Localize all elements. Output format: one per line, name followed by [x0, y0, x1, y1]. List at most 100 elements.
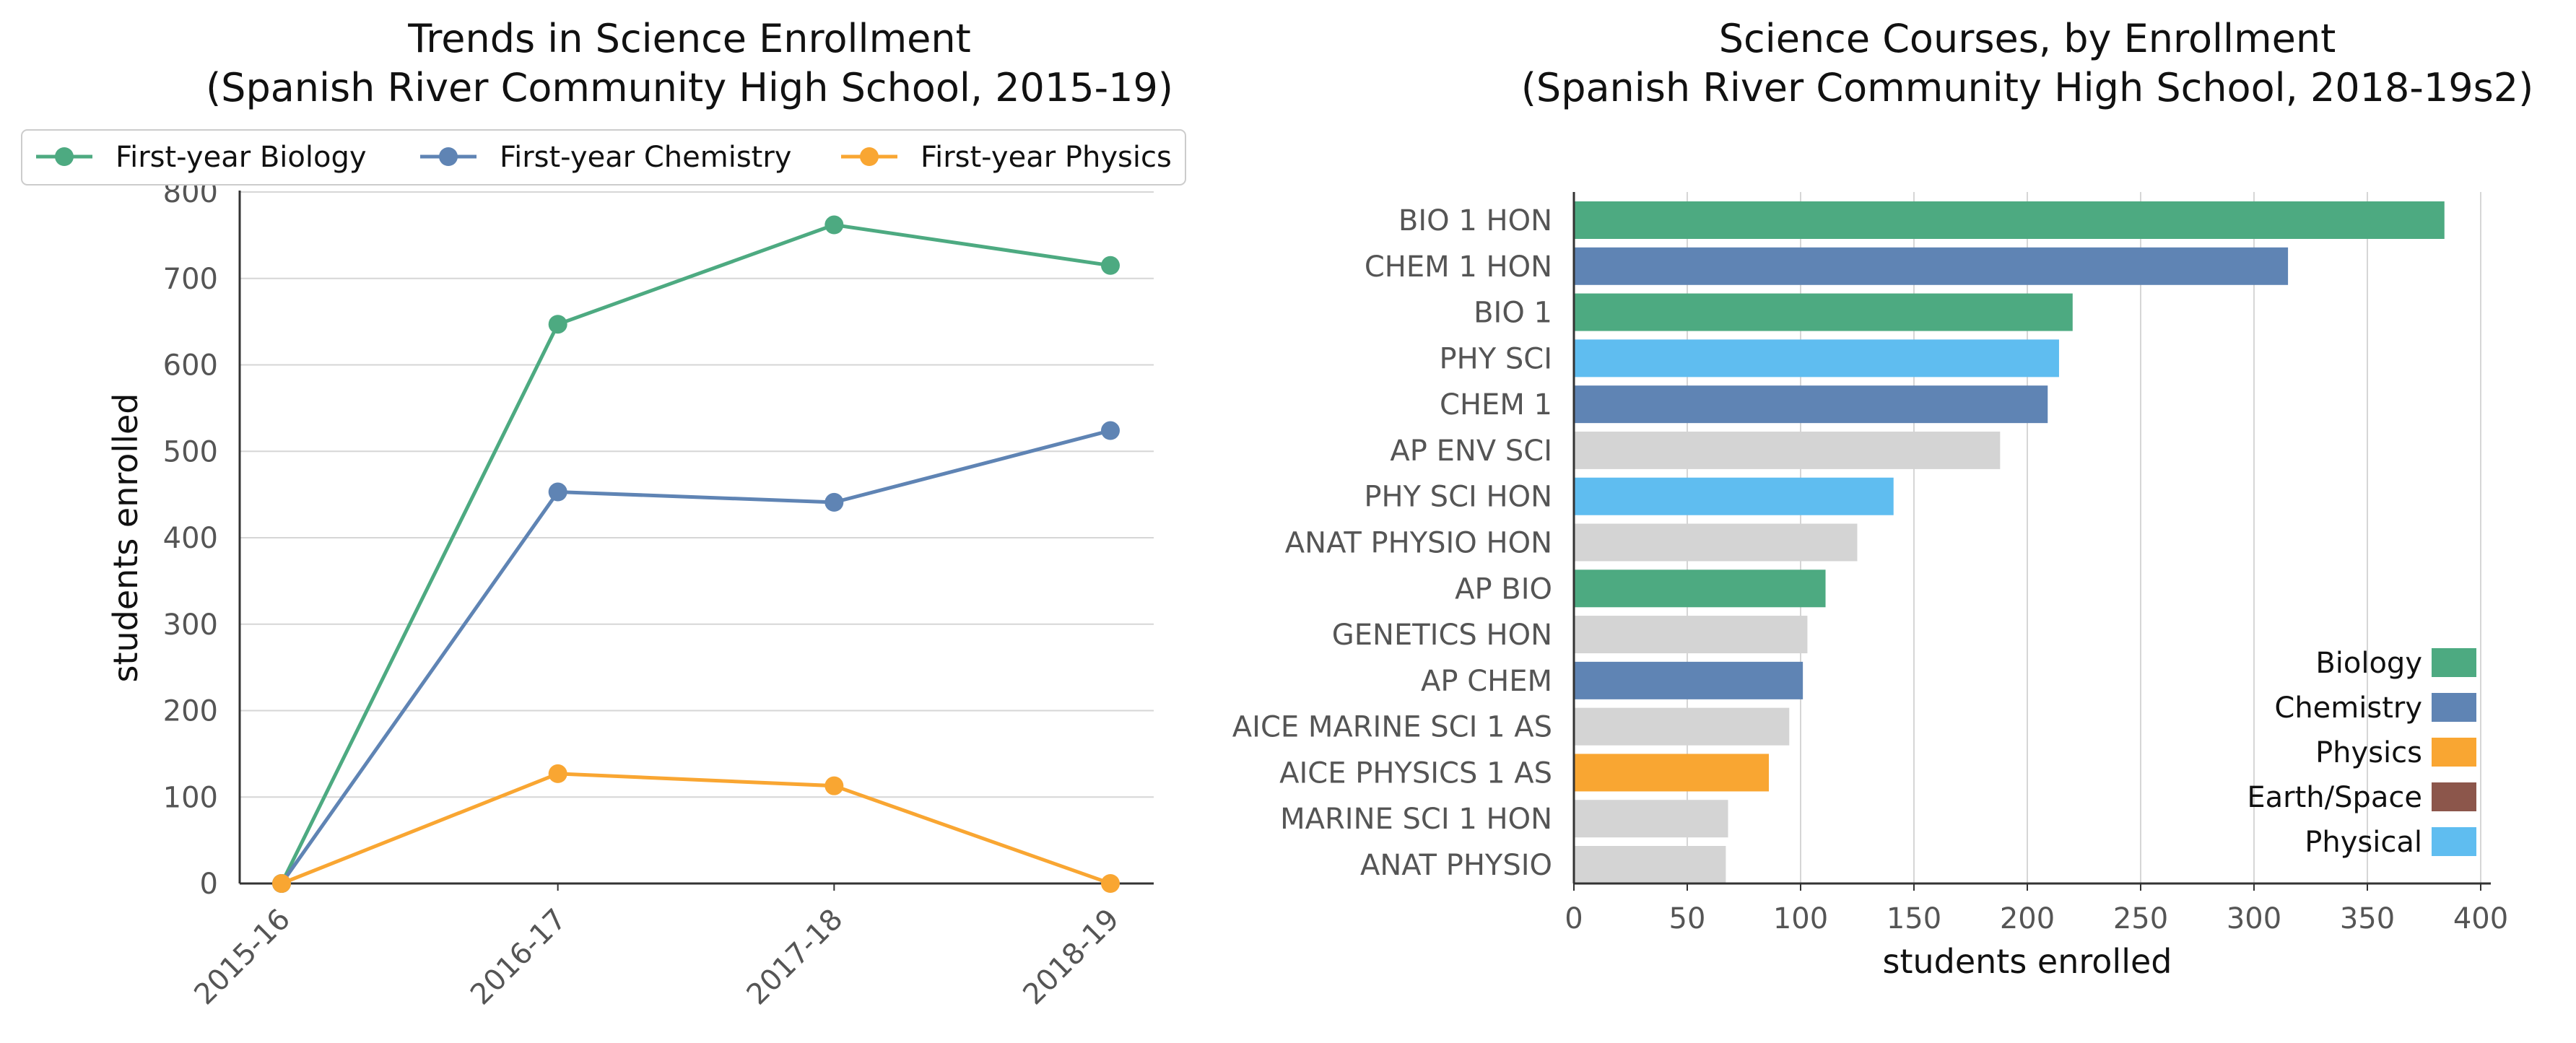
y-tick-label-0: 0 — [200, 868, 218, 901]
x-tick-label-2016-17: 2016-17 — [464, 903, 573, 1012]
point-first-year-physics-2015-16 — [272, 874, 291, 893]
category-label-ap-env-sci: AP ENV SCI — [1390, 435, 1552, 468]
legend-swatch — [2432, 693, 2476, 722]
bar-anat-physio-hon — [1574, 523, 1858, 562]
x-tick-label-300: 300 — [2227, 902, 2281, 935]
category-label-aice-physics-1-as: AICE PHYSICS 1 AS — [1279, 756, 1552, 790]
legend-label: First-year Physics — [921, 141, 1172, 174]
category-label-ap-bio: AP BIO — [1455, 572, 1552, 606]
legend-item-first-year-physics: First-year Physics — [841, 141, 1172, 174]
legend-swatch — [2432, 827, 2476, 856]
y-tick-label-100: 100 — [163, 781, 218, 814]
point-first-year-physics-2016-17 — [548, 764, 567, 783]
enrollment-trends-line-chart: Trends in Science Enrollment(Spanish Riv… — [21, 16, 1186, 1012]
point-first-year-chemistry-2016-17 — [548, 482, 567, 502]
category-label-genetics-hon: GENETICS HON — [1332, 619, 1552, 652]
series-line-first-year-biology — [279, 222, 1111, 885]
legend-label: Physical — [2305, 826, 2422, 859]
x-tick-label-2018-19: 2018-19 — [1017, 903, 1126, 1012]
bar-marine-sci-1-hon — [1574, 800, 1728, 838]
category-label-phy-sci-hon: PHY SCI HON — [1364, 481, 1552, 514]
point-first-year-biology-2017-18 — [824, 215, 844, 235]
y-tick-label-300: 300 — [163, 608, 218, 642]
category-label-anat-physio: ANAT PHYSIO — [1360, 849, 1552, 882]
legend-item-earth-space: Earth/Space — [2247, 781, 2476, 814]
legend-swatch-marker — [55, 147, 74, 166]
legend-swatch-marker — [439, 147, 458, 166]
bar-chem-1 — [1574, 385, 2048, 424]
series-line-first-year-chemistry — [279, 429, 1111, 885]
legend-label: First-year Biology — [116, 141, 367, 174]
legend-item-first-year-chemistry: First-year Chemistry — [420, 141, 791, 174]
legend-item-physical: Physical — [2305, 826, 2476, 859]
category-label-aice-marine-sci-1-as: AICE MARINE SCI 1 AS — [1232, 711, 1552, 744]
bar-chart-title-line-2: (Spanish River Community High School, 20… — [1521, 65, 2533, 110]
line-chart-title-line-2: (Spanish River Community High School, 20… — [206, 65, 1173, 110]
category-label-phy-sci: PHY SCI — [1440, 342, 1552, 375]
y-tick-label-700: 700 — [163, 263, 218, 296]
point-first-year-physics-2017-18 — [824, 776, 844, 795]
x-tick-label-150: 150 — [1887, 902, 1941, 935]
point-first-year-biology-2018-19 — [1101, 256, 1120, 275]
bar-genetics-hon — [1574, 616, 1808, 654]
legend-frame — [21, 129, 1186, 186]
y-tick-label-600: 600 — [163, 349, 218, 383]
point-first-year-chemistry-2018-19 — [1101, 421, 1120, 440]
bar-phy-sci-hon — [1574, 477, 1894, 515]
legend-swatch — [2432, 738, 2476, 767]
category-label-marine-sci-1-hon: MARINE SCI 1 HON — [1280, 803, 1552, 836]
x-tick-label-50: 50 — [1669, 902, 1706, 935]
x-axis-label: students enrolled — [1883, 942, 2172, 981]
x-tick-label-350: 350 — [2340, 902, 2395, 935]
bar-phy-sci — [1574, 339, 2059, 378]
x-tick-label-200: 200 — [2000, 902, 2055, 935]
point-first-year-physics-2018-19 — [1101, 874, 1120, 893]
x-tick-label-2015-16: 2015-16 — [188, 903, 297, 1012]
line-chart-title-line-1: Trends in Science Enrollment — [407, 16, 971, 61]
legend-label: Biology — [2315, 647, 2422, 680]
y-tick-label-400: 400 — [163, 522, 218, 555]
legend-item-physics: Physics — [2315, 736, 2476, 769]
legend-item-first-year-biology: First-year Biology — [36, 141, 367, 174]
x-tick-label-400: 400 — [2453, 902, 2508, 935]
bar-bio-1 — [1574, 293, 2073, 331]
legend-label: Earth/Space — [2247, 781, 2422, 814]
category-label-ap-chem: AP CHEM — [1421, 665, 1552, 698]
bar-chart-title-line-1: Science Courses, by Enrollment — [1719, 16, 2336, 61]
x-tick-label-100: 100 — [1773, 902, 1828, 935]
bar-chem-1-hon — [1574, 247, 2289, 285]
legend-label: Chemistry — [2274, 691, 2422, 725]
bar-bio-1-hon — [1574, 201, 2445, 239]
line-chart-legend: First-year Biology First-year Chemistry Fi… — [21, 129, 1186, 186]
bar-ap-chem — [1574, 661, 1803, 699]
x-tick-label-0: 0 — [1565, 902, 1583, 935]
legend-item-biology: Biology — [2315, 647, 2476, 680]
legend-item-chemistry: Chemistry — [2274, 691, 2476, 725]
bar-aice-physics-1-as — [1574, 754, 1770, 792]
point-first-year-biology-2016-17 — [548, 315, 567, 334]
bar-anat-physio — [1574, 846, 1726, 883]
bar-ap-bio — [1574, 569, 1826, 608]
legend-label: Physics — [2315, 736, 2422, 769]
bar-ap-env-sci — [1574, 431, 2001, 469]
x-tick-label-2017-18: 2017-18 — [741, 903, 850, 1012]
legend-swatch-marker — [860, 147, 879, 166]
point-first-year-chemistry-2017-18 — [824, 492, 844, 512]
category-label-anat-physio-hon: ANAT PHYSIO HON — [1285, 527, 1552, 560]
x-tick-label-250: 250 — [2113, 902, 2168, 935]
category-label-bio-1: BIO 1 — [1474, 297, 1552, 330]
series-line-first-year-physics — [281, 772, 1111, 886]
legend-label: First-year Chemistry — [500, 141, 791, 174]
y-axis-label: students enrolled — [106, 393, 145, 683]
legend-swatch — [2432, 648, 2476, 677]
bar-chart-legend: Biology Chemistry Physics Earth/Space Physic… — [2247, 647, 2476, 859]
courses-by-enrollment-bar-chart: Science Courses, by Enrollment(Spanish R… — [1232, 16, 2533, 981]
legend-swatch — [2432, 782, 2476, 811]
category-label-chem-1-hon: CHEM 1 HON — [1365, 250, 1552, 284]
category-label-bio-1-hon: BIO 1 HON — [1398, 204, 1552, 237]
y-tick-label-500: 500 — [163, 435, 218, 468]
y-tick-label-200: 200 — [163, 695, 218, 728]
bar-aice-marine-sci-1-as — [1574, 707, 1790, 746]
category-label-chem-1: CHEM 1 — [1440, 388, 1552, 422]
